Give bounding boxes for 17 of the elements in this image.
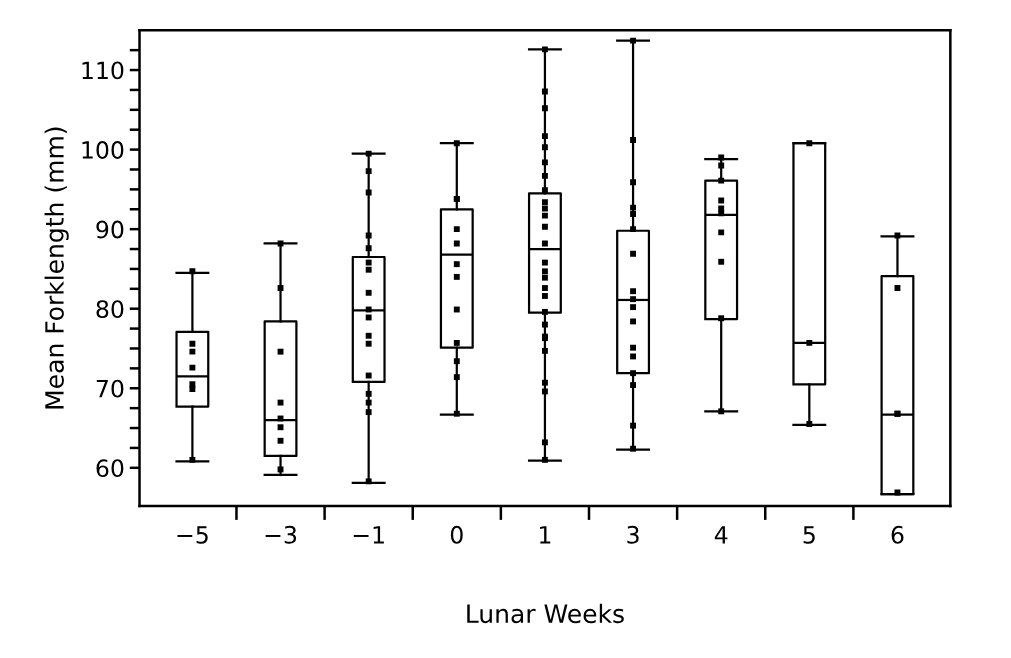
x-tick-label: 0 [450,525,463,544]
y-tick-label: 80 [96,300,124,319]
y-tick-label: 100 [82,141,124,159]
x-tick-label: 6 [891,525,904,544]
x-tick-label: 1 [540,526,551,544]
y-tick-label: 90 [96,220,124,239]
x-tick-label: −1 [353,526,384,544]
x-tick-label: −3 [265,525,297,544]
y-tick-label: 110 [82,61,124,80]
x-tick-label: 5 [803,526,815,544]
x-tick-label: 3 [627,525,639,544]
y-tick-label: 60 [96,459,124,478]
x-tick-label: 4 [714,526,728,544]
y-axis-title: Mean Forklength (mm) [44,127,69,409]
x-axis-title: Lunar Weeks [467,603,624,624]
x-tick-label: −5 [177,526,208,544]
y-tick-label: 70 [96,379,124,398]
